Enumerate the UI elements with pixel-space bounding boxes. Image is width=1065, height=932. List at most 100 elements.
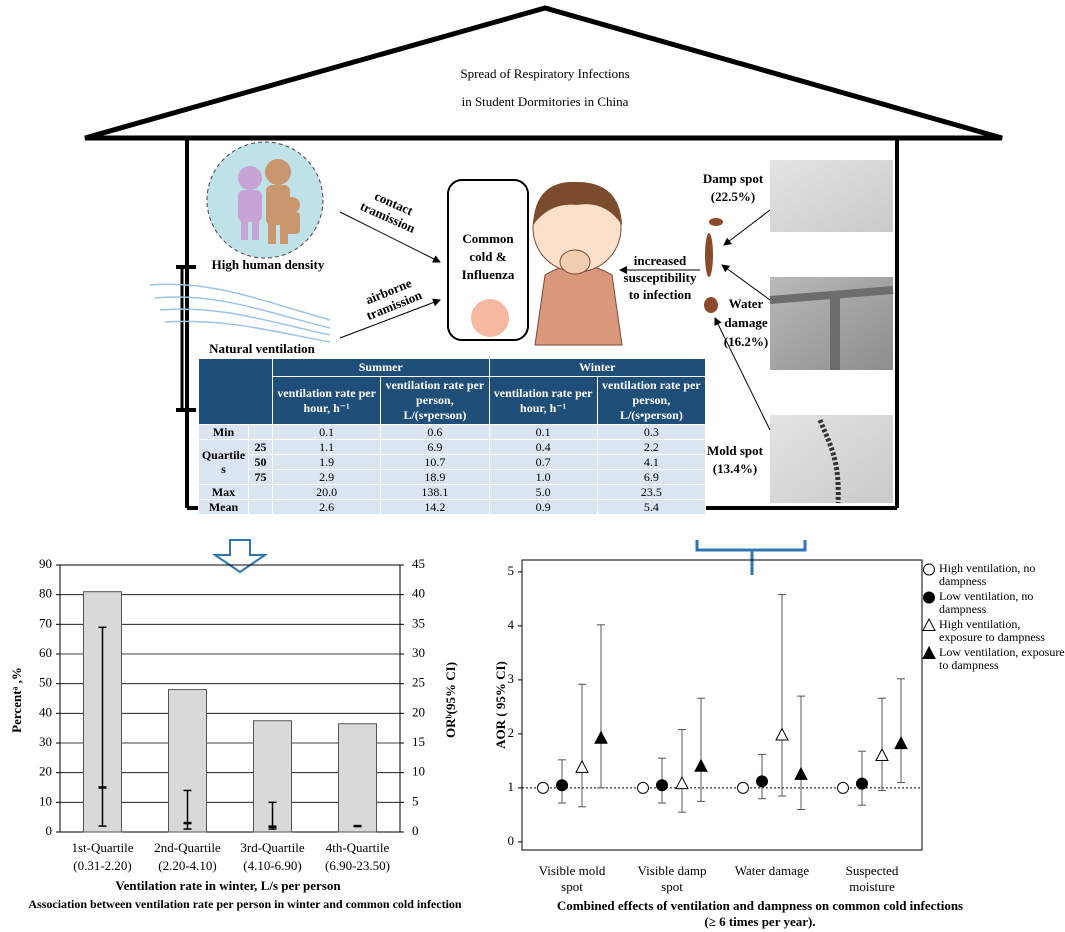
row-sublabel [249, 485, 273, 500]
bracket [697, 540, 805, 575]
marker [876, 749, 888, 761]
cell: 0.1 [273, 425, 381, 440]
marker [595, 732, 607, 744]
legend-item: High ventilation, no dampness [922, 562, 1065, 588]
cell: 0.9 [489, 500, 597, 515]
legend-marker [924, 592, 935, 603]
y-axis-label: Percentᵃ ,% [9, 667, 24, 733]
column-header: ventilation rate per hour, h⁻¹ [273, 377, 381, 425]
x-axis-label: Ventilation rate in winter, L/s per pers… [115, 878, 341, 893]
table-row: Max20.0138.15.023.5 [199, 485, 706, 500]
label: Common [462, 231, 514, 246]
row-sublabel: 75 [249, 470, 273, 485]
x-tick-label: Water damage [735, 863, 810, 878]
cell: 0.7 [489, 455, 597, 470]
y2-tick-label: 5 [412, 793, 419, 808]
row-label: Min [199, 425, 249, 440]
label: (22.5%) [711, 189, 755, 204]
child-icon [560, 250, 590, 274]
label: (13.4%) [713, 461, 757, 476]
y2-tick-label: 35 [412, 615, 425, 630]
x-tick-label: 1st-Quartile [71, 840, 133, 855]
legend-marker [924, 564, 935, 575]
marker [538, 782, 549, 793]
y2-tick-label: 25 [412, 675, 425, 690]
legend-marker [922, 646, 936, 660]
y-tick-label: 10 [39, 793, 52, 808]
row-label: Max [199, 485, 249, 500]
y2-tick-label: 15 [412, 734, 425, 749]
row-sublabel: 50 [249, 455, 273, 470]
chart-caption: Combined effects of ventilation and damp… [557, 898, 963, 913]
label: increased [634, 253, 687, 268]
title: in Student Dormitories in China [462, 94, 629, 109]
arrow [724, 210, 770, 245]
cell: 6.9 [381, 440, 489, 455]
x-tick-label: (0.31-2.20) [73, 858, 132, 873]
header-cell [199, 359, 273, 425]
y-tick-label: 50 [39, 675, 52, 690]
y-tick-label: 20 [39, 764, 52, 779]
marker [657, 780, 668, 791]
legend-item: Low ventilation, no dampness [922, 590, 1065, 616]
label: susceptibility [624, 270, 697, 285]
x-tick-label: Visible mold [539, 863, 606, 878]
row-label: Mean [199, 500, 249, 515]
y-axis-label: AOR ( 95% CI) [493, 661, 508, 749]
y-tick-label: 2 [508, 725, 515, 740]
x-tick-label: (2.20-4.10) [158, 858, 217, 873]
marker [638, 782, 649, 793]
row-sublabel: 25 [249, 440, 273, 455]
cell: 0.1 [489, 425, 597, 440]
row-sublabel [249, 425, 273, 440]
y2-tick-label: 0 [412, 823, 419, 838]
legend-marker [922, 590, 936, 604]
row-label: Quartiles [199, 440, 249, 485]
label: Water [729, 296, 764, 311]
column-header: ventilation rate per hour, h⁻¹ [489, 377, 597, 425]
y-tick-label: 40 [39, 704, 52, 719]
marker [795, 768, 807, 780]
y-tick-label: 90 [39, 556, 52, 571]
cell: 2.6 [273, 500, 381, 515]
cell: 1.1 [273, 440, 381, 455]
label: damage [724, 315, 768, 330]
y-tick-label: 4 [508, 617, 515, 632]
legend-marker [923, 619, 935, 631]
title: Spread of Respiratory Infections [460, 66, 629, 81]
cell: 138.1 [381, 485, 489, 500]
marker [738, 782, 749, 793]
label: to infection [629, 287, 692, 302]
x-tick-label: 4th-Quartile [326, 840, 390, 855]
label-group: airbornetramission [359, 273, 425, 323]
cell: 20.0 [273, 485, 381, 500]
x-tick-label: 3rd-Quartile [240, 840, 304, 855]
marker [895, 737, 907, 749]
y-tick-label: 1 [508, 779, 515, 794]
group-header: Summer [273, 359, 490, 377]
photo-mold [770, 415, 893, 503]
cell: 5.4 [597, 500, 705, 515]
marker [576, 761, 588, 773]
y2-tick-label: 20 [412, 704, 425, 719]
x-tick-label: spot [561, 879, 583, 894]
y-tick-label: 0 [508, 833, 515, 848]
page: { "header": {"title_lines": ["Spread of … [0, 0, 1065, 932]
label: Natural ventilation [209, 341, 316, 356]
wind [150, 284, 330, 342]
people-icon [207, 142, 323, 258]
stain-icon [704, 218, 723, 313]
child-icon [535, 265, 622, 345]
legend-label: Low ventilation, no dampness [939, 590, 1065, 616]
x-tick-label: Visible damp [638, 863, 707, 878]
row-sublabel [249, 500, 273, 515]
marker [676, 777, 688, 789]
x-tick-label: (6.90-23.50) [325, 858, 390, 873]
y2-tick-label: 40 [412, 586, 425, 601]
legend-label: High ventilation, exposure to dampness [939, 618, 1065, 644]
marker [776, 728, 788, 740]
y2-tick-label: 30 [412, 645, 425, 660]
column-header: ventilation rate per person, L/(s•person… [597, 377, 705, 425]
